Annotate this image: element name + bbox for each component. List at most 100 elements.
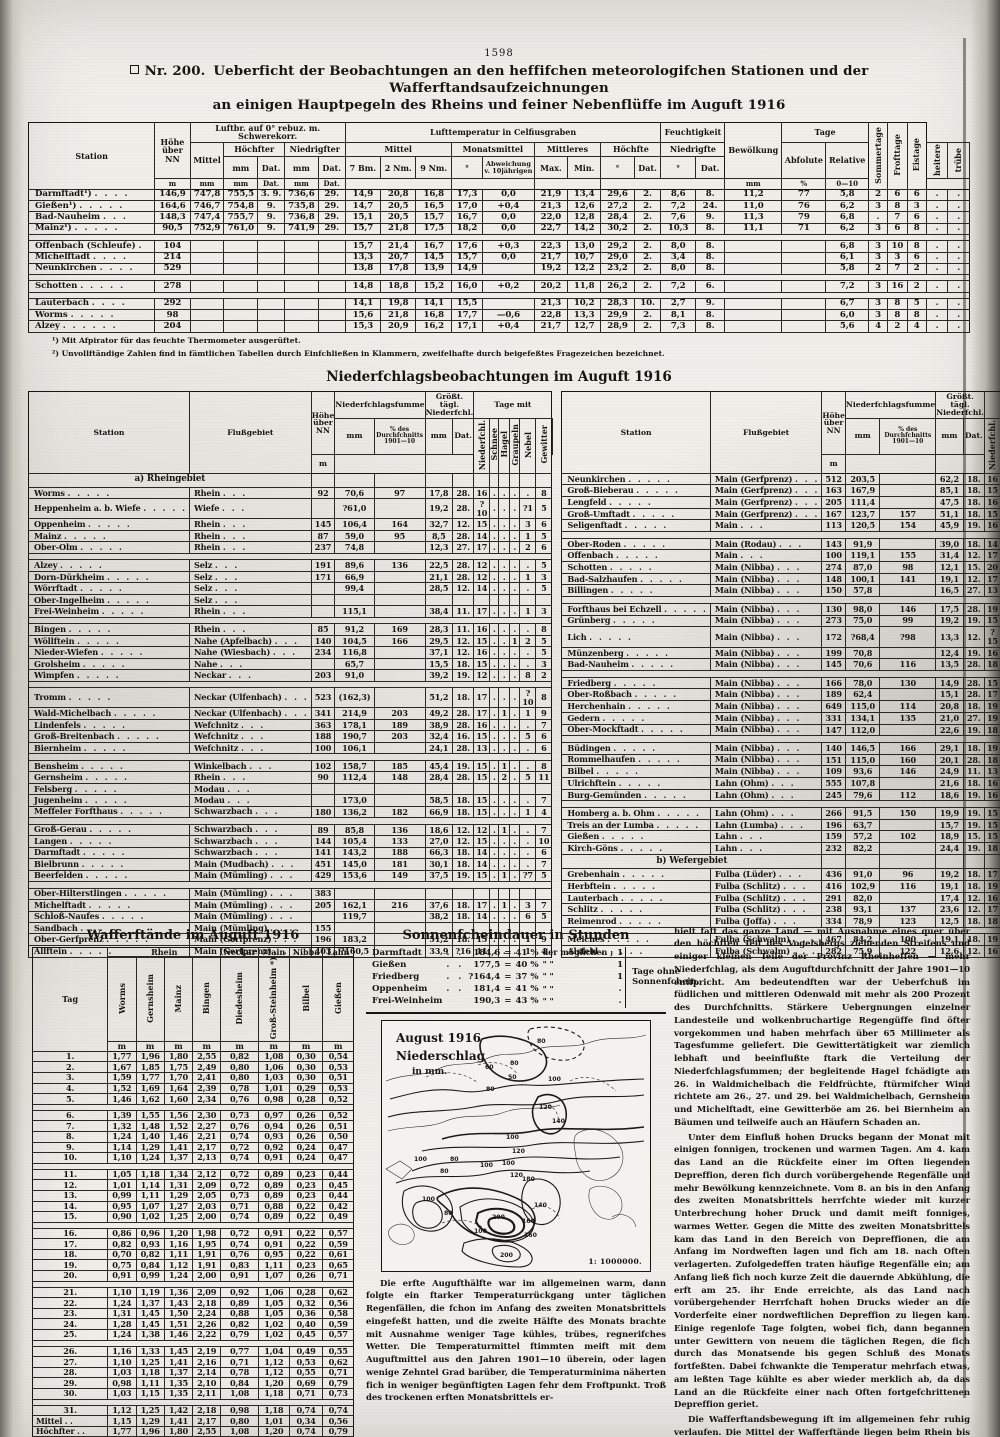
right-paragraph-2: Unter dem Einfluß hohen Drucks begann de… bbox=[674, 1132, 970, 1411]
level-cell: 1,14 bbox=[107, 1141, 137, 1154]
th2-b2-l bbox=[424, 454, 475, 474]
level-cell: 1,80 bbox=[163, 1050, 194, 1063]
cell-g: 20,8 bbox=[935, 700, 964, 713]
cell-n: 19 bbox=[983, 711, 1000, 725]
cell-abw bbox=[482, 297, 535, 311]
sunshine-equals: = bbox=[504, 971, 512, 982]
table-row: Beerfelden . . . . . Main (Mümling) . . .… bbox=[28, 869, 553, 883]
cell-t2: 18,8 bbox=[380, 280, 417, 293]
level-cell: 1,41 bbox=[163, 1356, 194, 1368]
group-pad bbox=[310, 472, 336, 488]
cell-gr bbox=[508, 887, 521, 901]
level-cell: 0,93 bbox=[257, 1130, 290, 1143]
cell-p_nied bbox=[284, 297, 319, 311]
cell-ge: 5 bbox=[535, 529, 553, 543]
cell-n: 16 bbox=[983, 472, 1000, 486]
cell-rel bbox=[781, 280, 827, 293]
river-basin-cell: Main (Mümling) . . . bbox=[188, 887, 312, 901]
level-cell: 2,09 bbox=[192, 1179, 222, 1191]
table-row: 2. 1,67 1,85 1,75 2,49 0,80 1,06 0,30 0,53 bbox=[31, 1061, 354, 1073]
cell-s: 66,9 bbox=[334, 570, 375, 584]
cell-som: 8 bbox=[906, 240, 927, 253]
cell-max: 21,3 bbox=[533, 199, 569, 213]
station-name-cell: Michelftadt . . . . . bbox=[28, 899, 190, 912]
cell-t7: 14,1 bbox=[344, 297, 382, 311]
station-name-cell: Groß-Gerau . . . . . bbox=[28, 823, 190, 837]
cell-gr: . bbox=[508, 730, 521, 743]
sunshine-dots: . . bbox=[446, 984, 465, 995]
level-cell: 1,46 bbox=[107, 1093, 137, 1105]
cell-d: 28. bbox=[451, 486, 475, 500]
level-cell: 2,12 bbox=[192, 1168, 222, 1181]
cell-s: 104,5 bbox=[334, 634, 375, 648]
cell-s: 91,5 bbox=[844, 807, 881, 820]
level-cell: 0,59 bbox=[322, 1238, 354, 1250]
cell-frost: . bbox=[925, 297, 949, 311]
table-row: 17. 0,82 0,93 1,16 1,95 0,74 0,91 0,22 0,59 bbox=[31, 1238, 354, 1250]
level-cell: 0,91 bbox=[257, 1227, 290, 1240]
cell-ha: 2 bbox=[498, 771, 510, 784]
cell-bew: 5,6 bbox=[825, 320, 869, 333]
th2-b1-l bbox=[334, 454, 426, 474]
river-basin-cell: Main (Nibba) . . . bbox=[709, 765, 823, 778]
level-cell: 0,71 bbox=[322, 1366, 354, 1379]
cell-g: 22,6 bbox=[935, 723, 964, 737]
cell-ha: 1 bbox=[498, 823, 510, 837]
level-cell: 0,82 bbox=[220, 1050, 259, 1063]
table-row: Grebenhain . . . . . Fulba (Lüder) . . .4… bbox=[561, 868, 1000, 881]
level-cell: 2,26 bbox=[192, 1318, 222, 1331]
summary-cell: 1,15 bbox=[107, 1415, 137, 1427]
cell-d: 15. bbox=[962, 830, 985, 844]
cell-ha: . bbox=[498, 634, 510, 648]
level-cell: 1,96 bbox=[135, 1050, 165, 1063]
station-name-cell: Billingen . . . . . bbox=[561, 584, 711, 598]
level-cell: 0,74 bbox=[220, 1152, 259, 1164]
th2-groesst-r: Größt. tägl. Niederfchl. bbox=[935, 391, 985, 419]
svg-text:140: 140 bbox=[552, 1118, 566, 1125]
level-cell: 0,53 bbox=[322, 1061, 354, 1073]
level-cell: 1,02 bbox=[257, 1318, 290, 1331]
station-name-cell: Kirch-Göns . . . . . bbox=[561, 842, 711, 855]
cell-bew: 6,1 bbox=[825, 251, 869, 264]
table-row: Meiches . . . . . Fulba (Schwalm) . . . 46… bbox=[561, 933, 1000, 947]
cell-g: 85,1 bbox=[935, 484, 964, 497]
sunshine-equals: = bbox=[504, 984, 512, 995]
level-cell: 0,96 bbox=[135, 1227, 165, 1240]
level-cell: 0,26 bbox=[288, 1109, 324, 1122]
day-cell: 28. bbox=[31, 1366, 109, 1379]
cell-p_hoch bbox=[223, 280, 259, 293]
group-heading: b) Wefergebiet bbox=[561, 853, 823, 870]
cell-n: 16 bbox=[983, 891, 1000, 905]
cell-d: 19. bbox=[962, 818, 985, 832]
level-cell: 0,89 bbox=[257, 1211, 290, 1223]
cell-n: 19 bbox=[983, 602, 1000, 616]
table-row: 15. 0,90 1,02 1,25 2,00 0,74 0,89 0,22 0,49 bbox=[31, 1211, 354, 1223]
cell-ne: . bbox=[519, 582, 537, 595]
cell-gr: . bbox=[508, 823, 521, 837]
cell-ne: 8 bbox=[519, 669, 537, 682]
cell-mm: 17,0 bbox=[450, 199, 484, 213]
level-cell: 0,45 bbox=[322, 1179, 354, 1191]
square-bullet-icon bbox=[129, 65, 139, 74]
cell-d: ?16 bbox=[451, 944, 475, 958]
cell-n: 12 bbox=[473, 669, 491, 682]
cell-sn: . bbox=[489, 771, 500, 784]
th3-vilbel: Bilbel bbox=[300, 985, 311, 1012]
cell-sn: . bbox=[489, 794, 500, 807]
table-row: 8. 1,24 1,40 1,46 2,21 0,74 0,93 0,26 0,50 bbox=[31, 1130, 354, 1143]
cell-min: 13,4 bbox=[567, 188, 602, 201]
cell-trueb: 8 bbox=[887, 199, 908, 213]
cell-max: 21,7 bbox=[533, 251, 569, 264]
table-row: 28. 1,03 1,18 1,37 2,14 0,78 1,12 0,55 0,71 bbox=[31, 1366, 354, 1379]
cell-d: 11. bbox=[451, 623, 475, 636]
cell-g: 17,5 bbox=[935, 602, 964, 616]
cell-s: 214,9 bbox=[334, 707, 375, 720]
table-row: Homberg a. b. Ohm . . . . . Lahn (Ohm) . … bbox=[561, 807, 1000, 820]
th-dat-1: Dat. bbox=[257, 156, 286, 180]
level-cell: 0,79 bbox=[322, 1377, 354, 1389]
cell-abw: +0,3 bbox=[482, 240, 535, 253]
cell-p: ?98 bbox=[879, 626, 937, 648]
level-cell: 0,22 bbox=[288, 1227, 324, 1240]
cell-gr: . bbox=[508, 498, 521, 520]
